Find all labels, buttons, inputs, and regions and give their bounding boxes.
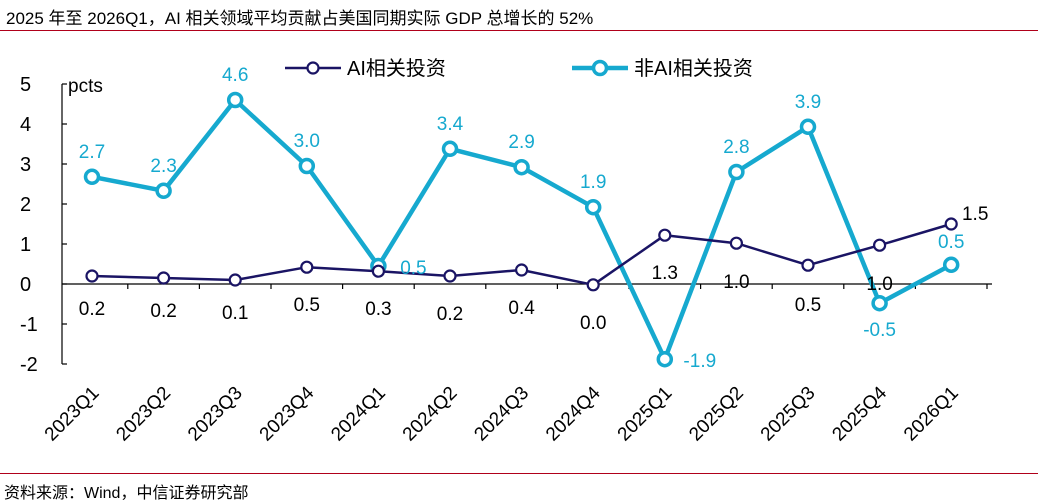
data-label-non-ai: -0.5 [863,320,896,341]
x-tick-label: 2024Q3 [470,383,533,446]
data-point-non-ai [83,168,101,186]
y-tick-label: -1 [20,314,38,336]
legend-marker-non-ai [591,59,609,77]
data-label-ai: 0.4 [508,298,535,319]
data-label-non-ai: 2.9 [508,132,534,153]
data-point-ai [944,217,958,231]
x-tick-label: 2023Q3 [184,383,247,446]
data-label-non-ai: 3.4 [437,114,464,135]
data-point-ai [801,258,815,272]
data-label-ai: 0.1 [222,303,248,324]
y-tick-label: 3 [20,154,31,176]
y-tick-label: 0 [20,274,31,296]
data-point-ai [443,269,457,283]
data-point-non-ai [942,256,960,274]
data-point-non-ai [155,182,172,200]
data-point-non-ai [728,163,745,181]
data-point-ai [658,228,672,242]
data-label-ai: 0.5 [294,295,320,316]
data-point-ai [228,273,242,287]
y-tick-label: -2 [20,354,38,376]
data-label-non-ai: 0.5 [400,258,426,279]
legend-label-ai: AI相关投资 [347,57,446,80]
x-tick-label: 2024Q2 [399,383,462,446]
data-point-non-ai [513,158,530,176]
data-point-ai [729,236,744,250]
data-point-non-ai [799,118,817,136]
x-tick-label: 2023Q4 [256,382,319,445]
data-point-ai [300,260,314,274]
data-point-ai [872,238,887,252]
data-label-non-ai: 0.5 [938,232,964,253]
data-label-ai: 1.5 [962,204,988,225]
x-tick-label: 2025Q2 [685,383,748,446]
x-tick-label: 2023Q1 [41,383,104,446]
x-tick-label: 2025Q1 [614,383,677,446]
page-title: 2025 年至 2026Q1，AI 相关领域平均贡献占美国同期实际 GDP 总增… [6,9,594,28]
data-point-non-ai [656,350,674,368]
data-point-ai [514,263,529,277]
data-label-ai: 0.5 [795,295,821,316]
y-axis-unit-label: pcts [68,76,103,97]
x-tick-label: 2025Q4 [828,382,891,445]
x-tick-label: 2023Q2 [112,383,175,446]
data-label-ai: 0.3 [365,299,391,320]
data-label-non-ai: 3.9 [795,92,821,113]
chart-data-labels: 0.2 0.2 0.1 0.5 0.3 0.2 0.4 0.0 1.3 1.0 0.5 1.0 1.5 2… [79,65,989,372]
data-label-non-ai: 4.6 [222,65,248,86]
data-point-non-ai [298,157,316,175]
y-tick-label: 5 [20,74,31,96]
data-label-ai: 0.2 [79,299,105,320]
y-tick-label: 2 [20,194,31,216]
data-point-non-ai [584,198,602,216]
chart-series [83,91,960,368]
data-label-ai: 0.0 [580,313,606,334]
data-point-ai [586,278,600,292]
x-tick-label: 2026Q1 [900,383,963,446]
data-point-non-ai [871,294,888,312]
data-point-ai [371,264,385,278]
data-label-non-ai: 2.8 [723,137,749,158]
data-label-ai: 0.2 [437,304,463,325]
title-divider [0,30,1038,31]
data-point-ai [157,271,171,285]
source-divider [0,473,1038,474]
x-tick-label: 2024Q4 [542,382,605,445]
y-tick-label: 1 [20,234,31,256]
x-tick-label: 2025Q3 [757,383,820,446]
data-label-non-ai: 1.9 [580,172,606,193]
chart-legend: AI相关投资 非AI相关投资 [285,57,753,80]
data-label-ai: 1.0 [866,274,892,295]
data-label-non-ai: -1.9 [683,351,716,372]
x-tick-label: 2024Q1 [327,383,390,446]
y-tick-label: 4 [20,114,31,136]
data-point-non-ai [441,140,459,158]
data-point-ai [85,269,99,283]
data-label-non-ai: 2.3 [150,156,176,177]
data-label-ai: 1.3 [652,263,678,284]
source-note: 资料来源：Wind，中信证券研究部 [4,485,249,502]
legend-marker-ai [306,61,320,75]
data-label-non-ai: 3.0 [294,131,320,152]
data-point-non-ai [226,91,244,109]
data-label-ai: 0.2 [150,301,176,322]
data-label-ai: 1.0 [723,272,749,293]
legend-label-non-ai: 非AI相关投资 [634,57,753,80]
data-label-non-ai: 2.7 [79,142,105,163]
